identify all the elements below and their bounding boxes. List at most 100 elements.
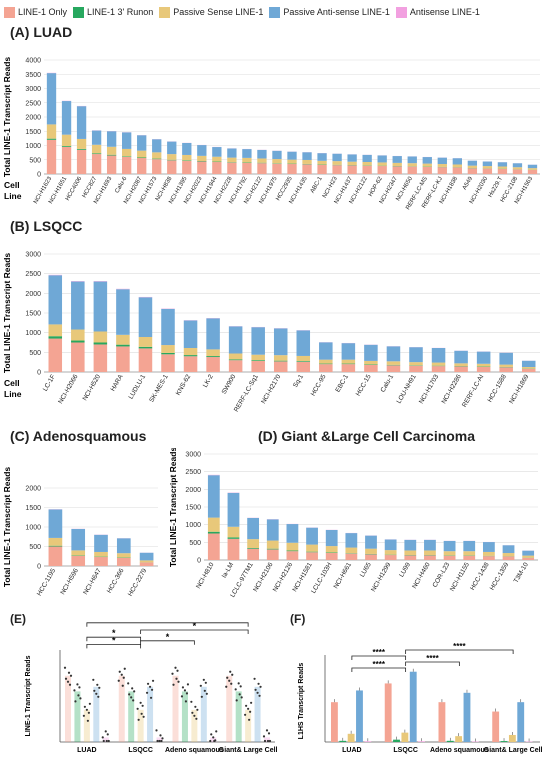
bar-segment [296,355,311,362]
x-tick-label: Sq-1 [292,373,305,389]
scatter-point [267,732,271,735]
x-tick-label: A549 [462,175,475,191]
x-tick-label: SW900 [221,373,238,395]
sig-bracket [351,655,407,660]
bar-segment [212,147,222,157]
bar-segment [257,163,267,174]
scatter-point [104,730,107,733]
scatter-point [231,673,234,676]
bar-segment [302,159,312,164]
x-tick-label: HOP-62 [368,175,384,197]
bar-segment [296,361,311,372]
bar-segment [467,165,478,169]
scatter-point [79,697,82,700]
scatter-point [250,701,253,704]
y-tick-label: 1000 [25,330,41,337]
bar-segment [341,359,356,364]
bar-segment [197,155,207,162]
bar-segment [443,540,456,552]
bar-segment [347,165,357,174]
x-tick-label: HCC-1195 [36,567,57,597]
bar-segment [197,161,207,174]
y-axis-label: Total LINE-1 Transcript Reads [2,57,12,178]
bar-segment [273,360,288,362]
legend-label: LINE-1 Only [18,7,68,17]
scatter-point [225,685,228,688]
scatter-point [172,683,175,686]
scatter-point [247,707,250,710]
bar-segment [247,547,260,549]
scatter-point [63,666,67,669]
bar-segment [392,156,402,163]
bar-segment [266,540,279,549]
y-tick-label: 2500 [185,469,201,476]
group-bar [128,691,135,742]
group-label: Giant& Large Cell [219,747,278,754]
bar-segment [257,149,267,159]
bar-segment [137,150,147,158]
x-tick-label: NCI-H460 [411,561,432,590]
bar-segment [106,146,117,155]
bar-segment [497,168,508,174]
bar-segment [365,548,377,554]
legend-item: Passive Anti-sense LINE-1 [269,6,390,18]
bar-segment [272,163,282,174]
bar-segment [76,149,87,174]
bar-segment [91,153,102,155]
bar-segment [272,150,282,160]
bar-segment [409,347,423,363]
bar-segment [138,348,153,372]
legend-item: Passive Sense LINE-1 [159,6,263,18]
x-tick-label: HARA [110,373,125,393]
bar-segment [138,336,153,347]
group-label: LSQCC [128,747,153,754]
scatter-point [248,718,251,721]
bar-segment [48,545,63,547]
bar-segment [227,148,237,158]
bar-segment [424,555,436,560]
bar-segment [46,124,57,139]
bar-segment [46,139,57,174]
y-tick-label: 500 [29,157,41,164]
bar-segment [499,367,513,372]
bar-segment [384,539,397,551]
scatter-point [139,701,142,704]
bar-segment [392,162,402,167]
bar-segment [476,366,491,372]
bar-segment [386,361,401,365]
group-bar [191,709,198,742]
group-label: Adeno squamous [165,747,224,754]
line-label: Line [4,389,22,399]
bar-segment [452,167,462,174]
bar-segment [341,363,356,365]
y-tick-label: 0 [37,172,41,179]
x-tick-label: Calu-1 [380,373,396,393]
bar-segment [522,557,535,560]
group-bar [200,686,207,742]
bar-segment [404,550,417,556]
x-tick-label: LOU-NH91 [396,373,418,405]
scatter-point [117,679,120,682]
scatter-point [120,673,123,676]
sig-label: **** [373,660,386,669]
bar-segment [137,158,147,174]
x-tick-label: HCC-1359 [489,561,511,591]
x-tick-label: Ia-LM [221,562,235,580]
bar-segment [228,353,243,360]
y-tick-label: 2000 [25,291,41,298]
bar-segment [296,361,311,362]
y-tick-label: 3000 [25,252,41,259]
bar-segment [332,161,342,165]
bar-segment [286,550,299,552]
bar-segment [161,352,175,355]
x-tick-label: NCI-H647 [82,567,103,596]
scatter-point [203,689,206,692]
x-tick-label: LC-1F [42,373,57,392]
bar-segment [71,528,86,551]
scatter-point [73,689,76,692]
bar-segment [212,156,222,162]
group-bar [118,675,125,742]
group-bar [264,737,270,742]
scatter-point [121,684,124,687]
bar-segment [454,350,468,364]
